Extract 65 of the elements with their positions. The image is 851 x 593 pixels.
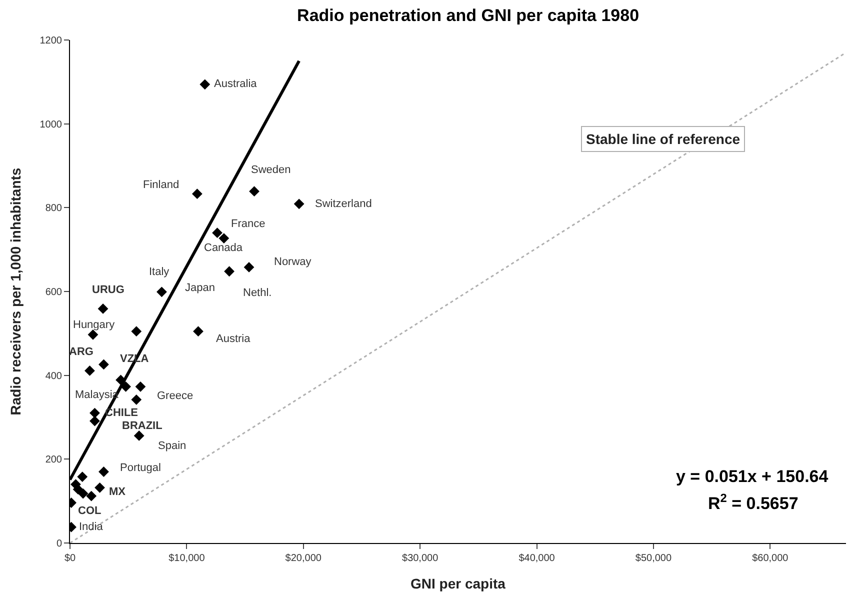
annotation: R$^{2}$ = 0.5657 bbox=[708, 491, 798, 514]
y-tick-label: 0 bbox=[56, 538, 62, 550]
y-tick-label: 200 bbox=[45, 454, 62, 466]
point bbox=[90, 416, 100, 426]
x-tick-label: $0 bbox=[64, 553, 76, 564]
point bbox=[78, 488, 88, 499]
point bbox=[156, 286, 167, 298]
annotation: Spain bbox=[158, 440, 186, 452]
annotation: Australia bbox=[214, 78, 258, 90]
point bbox=[120, 381, 131, 392]
point bbox=[131, 326, 142, 337]
annotation: Portugal bbox=[120, 462, 161, 474]
x-tick-label: $30,000 bbox=[402, 553, 439, 564]
annotation: BRAZIL bbox=[122, 420, 163, 432]
point bbox=[135, 381, 146, 392]
y-tick-label: 1000 bbox=[40, 119, 62, 130]
point bbox=[131, 394, 142, 405]
point bbox=[98, 359, 109, 370]
annotation: Norway bbox=[274, 256, 312, 268]
x-tick-label: $60,000 bbox=[752, 553, 789, 564]
point bbox=[98, 303, 108, 314]
point bbox=[134, 430, 144, 441]
y-tick-label: 400 bbox=[45, 370, 62, 382]
point bbox=[94, 482, 105, 493]
annotation: Greece bbox=[157, 390, 194, 402]
series-label: Stable line of reference bbox=[586, 131, 740, 147]
y-axis-title: Radio receivers per 1,000 inhabitants bbox=[7, 168, 24, 416]
point bbox=[294, 198, 304, 210]
annotation: Nethl. bbox=[243, 287, 272, 299]
x-tick-label: $50,000 bbox=[635, 553, 672, 564]
point bbox=[90, 408, 100, 418]
annotation: Canada bbox=[204, 242, 244, 254]
y-tick-label: 800 bbox=[45, 203, 62, 214]
point bbox=[86, 490, 97, 502]
point bbox=[200, 79, 210, 90]
annotation: Austria bbox=[216, 333, 252, 345]
annotation: Finland bbox=[143, 179, 180, 191]
annotation: Sweden bbox=[251, 164, 291, 176]
x-tick-label: $10,000 bbox=[168, 553, 206, 564]
annotation: Hungary bbox=[73, 319, 116, 331]
annotation: URUG bbox=[92, 284, 124, 296]
annotation: Japan bbox=[185, 282, 215, 294]
point bbox=[244, 262, 254, 272]
x-tick-label: $20,000 bbox=[285, 553, 322, 564]
y-tick-label: 1200 bbox=[40, 36, 62, 46]
annotation: Italy bbox=[149, 266, 170, 278]
annotation: France bbox=[231, 218, 266, 230]
x-tick-label: $40,000 bbox=[518, 553, 556, 564]
annotation: MX bbox=[109, 486, 126, 498]
point bbox=[98, 466, 109, 477]
point bbox=[84, 366, 95, 376]
point bbox=[224, 266, 234, 277]
annotation: y = 0.051x + 150.64 bbox=[676, 467, 829, 486]
annotation: Switzerland bbox=[315, 198, 372, 210]
point bbox=[193, 326, 204, 337]
x-axis-title: GNI per capita bbox=[410, 575, 506, 592]
point bbox=[192, 188, 202, 200]
y-tick-label: 600 bbox=[45, 287, 62, 298]
point bbox=[77, 472, 88, 482]
point bbox=[212, 228, 222, 238]
annotation: India bbox=[79, 521, 104, 533]
annotation: COL bbox=[78, 505, 102, 517]
point bbox=[218, 233, 230, 244]
point bbox=[249, 186, 260, 197]
chart-title: Radio penetration and GNI per capita 1980 bbox=[297, 6, 640, 25]
